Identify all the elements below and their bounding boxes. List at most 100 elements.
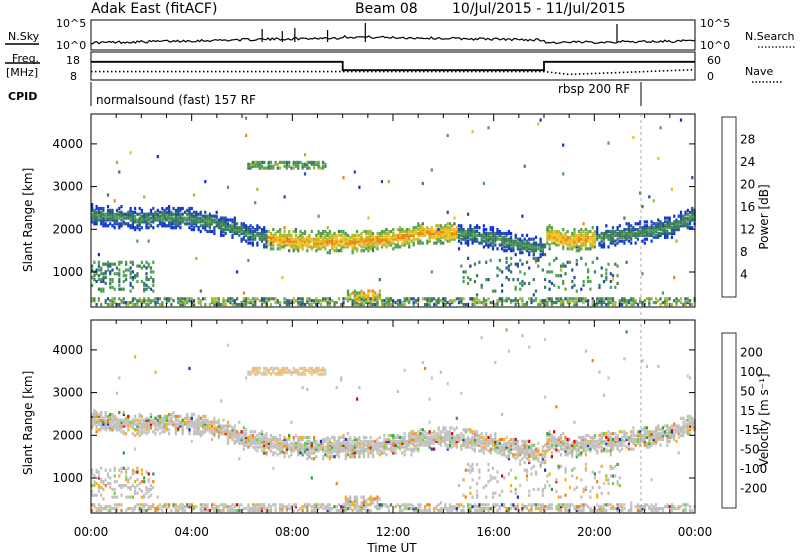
heatmap-cell <box>632 301 635 305</box>
heatmap-cell <box>265 237 268 241</box>
heatmap-cell <box>263 445 266 449</box>
heatmap-cell <box>623 239 626 243</box>
heatmap-cell <box>100 216 103 220</box>
heatmap-cell <box>399 233 402 237</box>
heatmap-cell <box>231 508 234 513</box>
heatmap-cell <box>156 414 159 418</box>
heatmap-cell <box>392 439 395 443</box>
heatmap-cell <box>661 231 664 236</box>
heatmap-cell <box>226 441 230 445</box>
heatmap-cell <box>134 505 137 509</box>
heatmap-cell <box>476 226 479 230</box>
y-tick-label: 4000 <box>52 137 83 151</box>
heatmap-cell <box>550 237 553 241</box>
heatmap-cell <box>147 212 150 216</box>
heatmap-cell <box>177 208 180 212</box>
heatmap-cell <box>652 222 655 226</box>
heatmap-cell <box>113 424 116 428</box>
heatmap-cell <box>170 412 173 417</box>
heatmap-cell <box>263 231 266 236</box>
heatmap-cell <box>224 503 227 507</box>
heatmap-cell <box>353 247 356 251</box>
heatmap-cell <box>340 241 343 245</box>
heatmap-cell <box>659 231 662 236</box>
heatmap-cell <box>125 301 128 305</box>
heatmap-cell <box>521 239 524 243</box>
heatmap-cell <box>170 416 173 420</box>
heatmap-cell <box>335 447 338 451</box>
heatmap-cell <box>358 453 361 457</box>
heatmap-cell <box>387 301 390 305</box>
heatmap-cell <box>260 435 264 440</box>
heatmap-cell <box>322 160 325 164</box>
heatmap-cell <box>299 451 302 455</box>
heatmap-cell <box>247 231 250 236</box>
heatmap-cell <box>247 301 250 305</box>
heatmap-cell <box>177 418 180 422</box>
heatmap-cell <box>464 495 467 499</box>
heatmap-cell <box>344 508 347 513</box>
heatmap-cell <box>204 414 207 418</box>
heatmap-cell <box>435 505 438 509</box>
heatmap-cell <box>213 228 216 232</box>
heatmap-cell <box>118 484 121 488</box>
heatmap-cell <box>95 210 98 214</box>
heatmap-cell <box>562 235 565 239</box>
heatmap-cell <box>442 228 445 232</box>
heatmap-cell <box>326 505 329 509</box>
heatmap-cell <box>356 241 359 245</box>
heatmap-cell <box>109 424 112 428</box>
heatmap-cell <box>417 241 420 245</box>
heatmap-cell <box>100 212 103 216</box>
heatmap-cell <box>383 229 386 234</box>
heatmap-cell <box>365 231 368 236</box>
heatmap-cell <box>433 302 436 307</box>
heatmap-cell <box>247 441 250 445</box>
heatmap-cell <box>106 472 110 476</box>
heatmap-cell <box>288 229 291 234</box>
heatmap-cell <box>170 418 173 422</box>
heatmap-cell <box>211 505 214 509</box>
heatmap-cell <box>315 241 318 245</box>
heatmap-cell <box>342 235 345 239</box>
heatmap-cell <box>439 231 442 236</box>
heatmap-cell <box>272 435 275 440</box>
heatmap-cell <box>419 226 422 230</box>
heatmap-cell <box>204 216 207 220</box>
heatmap-cell <box>186 208 189 212</box>
heatmap-cell <box>115 495 119 499</box>
heatmap-cell <box>335 443 338 447</box>
heatmap-cell <box>249 439 252 443</box>
heatmap-cell <box>496 302 499 307</box>
heatmap-cell <box>204 218 207 222</box>
heatmap-cell <box>587 268 590 272</box>
heatmap-cell <box>571 285 574 289</box>
heatmap-cell <box>358 237 361 241</box>
heatmap-cell <box>414 443 418 447</box>
heatmap-cell <box>387 239 390 243</box>
heatmap-cell <box>269 366 273 370</box>
heatmap-cell <box>188 297 191 301</box>
heatmap-cell <box>122 274 125 278</box>
heatmap-cell <box>666 297 669 301</box>
heatmap-cell <box>102 289 105 293</box>
heatmap-cell <box>491 505 495 509</box>
heatmap-cell <box>236 435 239 440</box>
heatmap-cell <box>109 262 112 266</box>
heatmap-cell <box>145 432 148 436</box>
heatmap-cell <box>451 439 454 443</box>
heatmap-cell <box>596 237 599 241</box>
heatmap-cell <box>129 301 132 305</box>
heatmap-cell <box>258 508 261 513</box>
heatmap-cell <box>537 247 540 251</box>
heatmap-cell <box>308 445 311 449</box>
heatmap-cell <box>263 449 266 453</box>
heatmap-cell <box>387 508 390 513</box>
heatmap-cell <box>333 443 336 447</box>
heatmap-cell <box>480 336 483 340</box>
heatmap-cell <box>313 368 316 372</box>
heatmap-cell <box>534 245 538 249</box>
heatmap-cell <box>181 297 184 301</box>
heatmap-cell <box>269 164 273 168</box>
heatmap-cell <box>596 233 599 237</box>
